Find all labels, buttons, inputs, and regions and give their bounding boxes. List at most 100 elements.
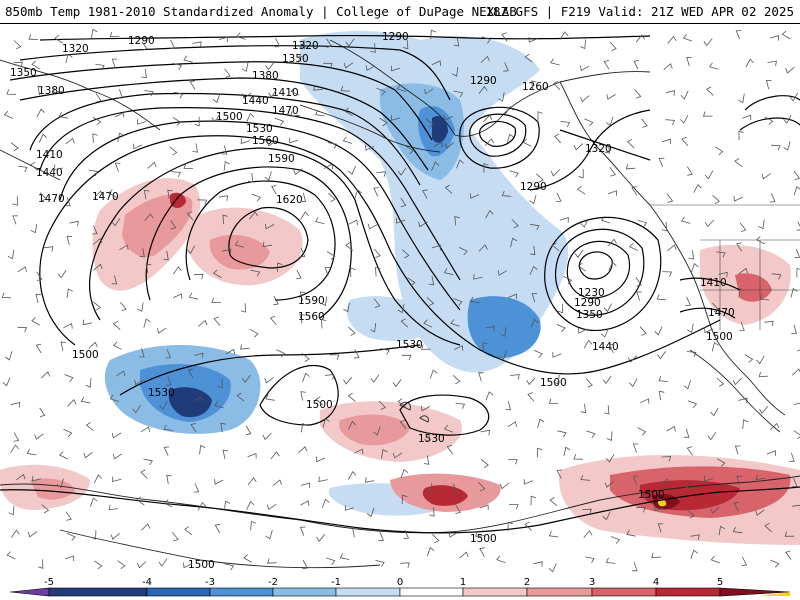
wind-barb: [606, 116, 614, 127]
wind-barb: [604, 144, 610, 154]
wind-barb: [759, 294, 770, 301]
contour-low-alaska-3: [459, 106, 540, 169]
wind-barb: [556, 469, 563, 479]
warm-anomaly-south-mid-2: [339, 414, 410, 446]
wind-barb: [405, 145, 415, 155]
wind-barb: [791, 324, 797, 335]
wind-barb: [64, 374, 74, 382]
wind-barb: [63, 322, 73, 329]
wind-barb: [13, 40, 22, 50]
wind-barb: [93, 474, 103, 484]
wind-barb: [67, 399, 77, 407]
wind-barb: [69, 220, 79, 227]
wind-barb: [690, 549, 699, 559]
wind-barb: [378, 531, 384, 542]
wind-barb: [391, 65, 401, 72]
contour-label: 1500: [306, 399, 333, 411]
wind-barb: [90, 28, 98, 39]
wind-barb: [484, 138, 495, 146]
wind-barb: [265, 62, 275, 71]
wind-barb: [165, 349, 171, 359]
wind-barb: [578, 168, 584, 179]
wind-barb: [365, 65, 376, 72]
wind-barb: [109, 394, 119, 402]
wind-barb: [241, 62, 249, 72]
wind-barb: [742, 114, 752, 121]
wind-barb: [36, 108, 45, 118]
contour-label: 1500: [72, 349, 99, 361]
wind-barb: [610, 536, 621, 544]
wind-barb: [469, 193, 480, 199]
wind-barb: [767, 60, 777, 67]
wind-barb: [316, 534, 326, 542]
wind-barb: [354, 349, 360, 359]
wind-barb: [507, 293, 518, 300]
wind-barb: [145, 263, 152, 273]
wind-barb: [224, 500, 231, 511]
wind-barb: [147, 161, 157, 169]
wind-barb: [376, 87, 386, 96]
wind-barb: [194, 352, 204, 359]
wind-barb: [524, 53, 533, 63]
wind-barb: [656, 294, 667, 301]
wind-barb: [193, 396, 203, 402]
wind-barb: [764, 320, 774, 327]
wind-barb: [293, 168, 303, 176]
wind-barb: [189, 80, 196, 90]
wind-barb: [296, 269, 302, 280]
wind-barb: [186, 211, 194, 221]
wind-barb: [666, 425, 676, 432]
wind-barb: [626, 138, 635, 149]
contour-low-alaska-1: [479, 120, 517, 147]
wind-barb: [431, 244, 441, 251]
wind-barb: [172, 266, 182, 275]
wind-barb: [267, 503, 277, 511]
wind-barb: [769, 193, 776, 203]
wind-barb: [163, 499, 173, 508]
wind-barb: [30, 161, 39, 171]
wind-barb: [370, 322, 377, 333]
wind-barb: [755, 474, 766, 481]
wind-barb: [680, 90, 689, 100]
wind-barb: [423, 455, 430, 465]
wind-barb: [212, 269, 222, 278]
wind-barb: [242, 92, 252, 99]
colorbar-swatch: [526, 587, 593, 597]
contour-label: 1590: [298, 295, 325, 307]
contour-cutoff-3: [554, 228, 645, 316]
wind-barb: [140, 426, 151, 433]
wind-barb: [313, 85, 323, 91]
contour-label: 1440: [36, 167, 63, 179]
wind-barb: [31, 317, 40, 326]
wind-barb: [550, 169, 561, 177]
contour-label: 1500: [540, 377, 567, 389]
wind-barb: [300, 482, 311, 489]
wind-barb: [687, 323, 694, 334]
contour-label: 1500: [216, 111, 243, 123]
wind-barb: [627, 355, 638, 363]
contour-label: 1290: [520, 181, 547, 193]
wind-barb: [420, 405, 431, 412]
warm-anomaly-extreme: [657, 499, 667, 507]
wind-barb: [732, 377, 742, 386]
wind-barb: [111, 275, 118, 285]
contour-label: 1440: [242, 95, 269, 107]
wind-barb: [784, 531, 795, 537]
wind-barb: [629, 378, 638, 388]
wind-barb: [137, 561, 147, 569]
wind-barb: [690, 534, 700, 540]
wind-barb: [299, 247, 306, 258]
wind-barb: [264, 377, 274, 384]
weather-map: 1290 1290 1290 1290 1290 1320 1320 1320 …: [0, 24, 800, 576]
wind-barb: [53, 164, 64, 170]
contour-label: 1470: [92, 191, 119, 203]
warm-anomaly-west-2: [122, 194, 193, 258]
wind-barb: [276, 349, 286, 358]
wind-barb: [658, 390, 665, 401]
wind-barb: [298, 446, 308, 454]
wind-barb: [163, 250, 169, 261]
wind-barb: [634, 89, 642, 99]
wind-barb: [556, 324, 566, 332]
wind-barb: [262, 432, 272, 441]
wind-barb: [63, 428, 73, 437]
